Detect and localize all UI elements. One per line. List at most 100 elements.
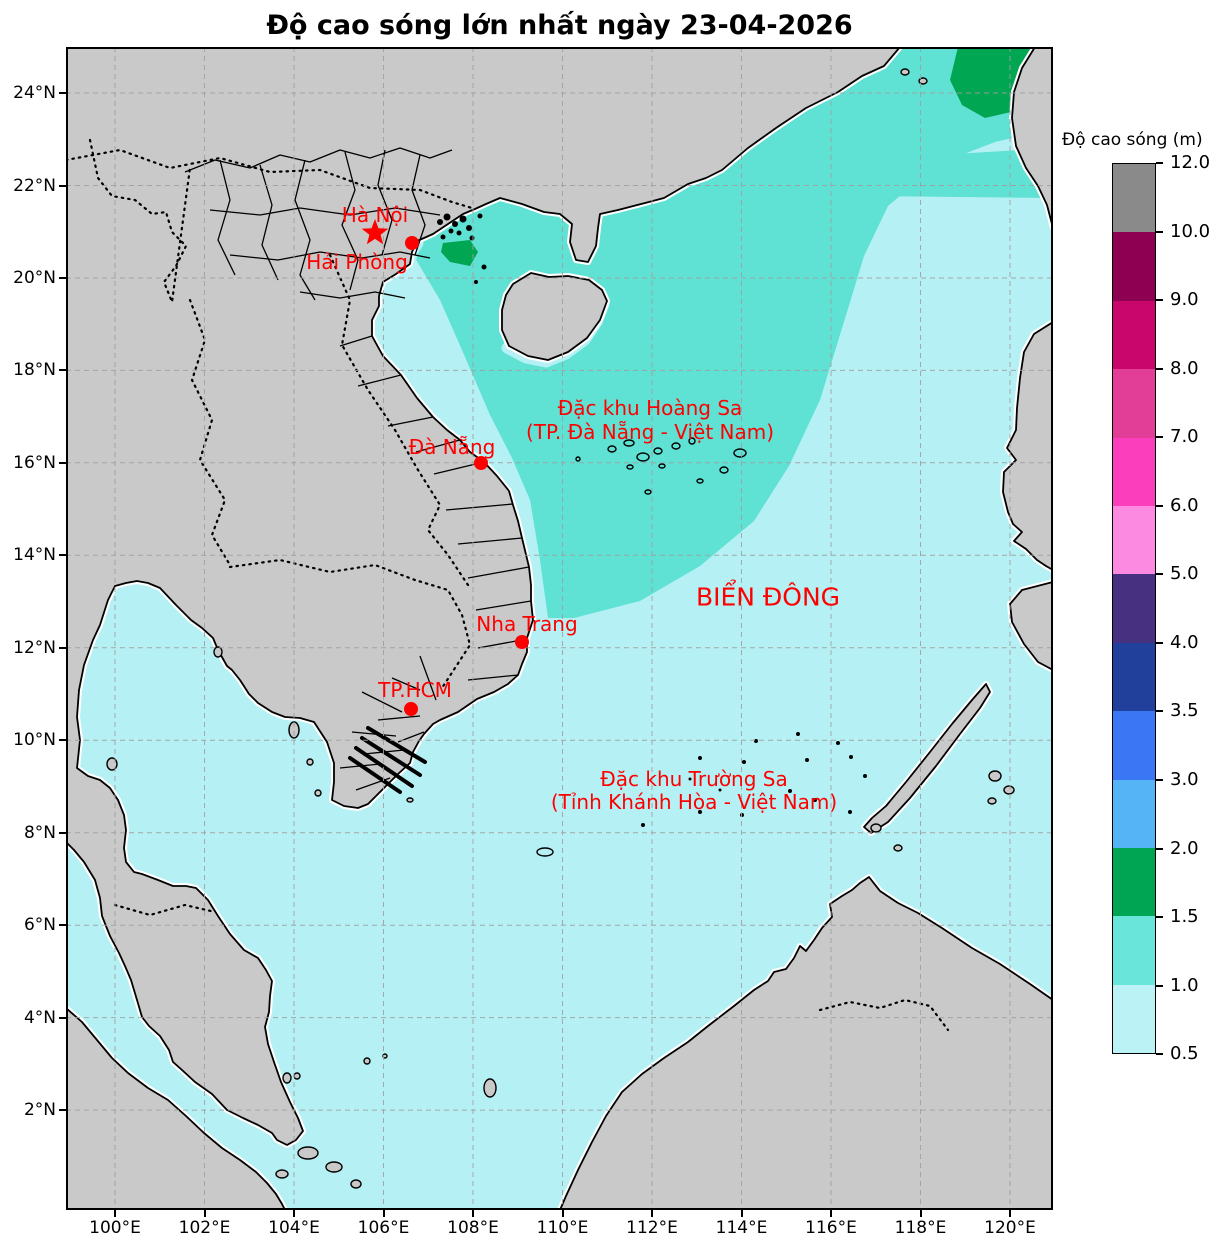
colorbar-title: Độ cao sóng (m): [1062, 130, 1203, 150]
colorbar-tick: [1156, 847, 1163, 850]
colorbar-tick: [1156, 230, 1163, 233]
x-tick: [293, 1210, 295, 1217]
y-tick: [59, 831, 66, 834]
colorbar: [1112, 163, 1156, 1054]
x-tick: [740, 1210, 743, 1217]
bien-dong-label: BIỂN ĐÔNG: [695, 582, 841, 612]
x-tick: [919, 1210, 922, 1217]
x-tick-label: 106°E: [357, 1218, 410, 1238]
colorbar-tick: [1156, 162, 1163, 164]
colorbar-tick-label: 3.0: [1170, 768, 1199, 790]
x-tick-label: 116°E: [805, 1218, 857, 1238]
x-tick: [561, 1210, 564, 1217]
x-tick: [203, 1210, 206, 1217]
x-tick-label: 100°E: [89, 1218, 141, 1238]
colorbar-tick-label: 1.0: [1170, 974, 1199, 996]
land-sumatra: [66, 1007, 286, 1210]
colorbar-tick-label: 4.0: [1170, 631, 1199, 653]
colorbar-tick: [1156, 641, 1163, 644]
gridlines: [66, 47, 1053, 1210]
land-indochina-china: [66, 47, 901, 1146]
y-tick: [59, 184, 66, 187]
y-tick: [59, 924, 66, 927]
y-tick-label: 16°N: [13, 452, 56, 473]
colorbar-tick: [1156, 299, 1163, 302]
city-label-hanoi: Hà Nội: [341, 203, 409, 227]
city-marker-tphcm: [404, 702, 418, 716]
x-tick: [472, 1210, 474, 1217]
truong-sa-label-line1: Đặc khu Trường Sa: [600, 767, 788, 791]
x-tick-label: 120°E: [984, 1218, 1036, 1238]
y-tick-label: 20°N: [13, 268, 56, 288]
hanoi-star-marker: [361, 219, 389, 245]
city-label-nhatrang: Nha Trang: [476, 612, 578, 636]
y-tick: [59, 92, 66, 94]
x-tick-label: 104°E: [268, 1218, 320, 1238]
city-label-haiphong: Hải Phòng: [306, 250, 408, 274]
colorbar-tick: [1156, 710, 1163, 713]
x-tick: [651, 1210, 653, 1217]
colorbar-tick-label: 0.5: [1170, 1043, 1199, 1064]
y-tick: [59, 739, 66, 742]
small-islands: [106, 68, 1015, 1189]
y-tick: [59, 461, 66, 464]
land-palawan: [863, 683, 991, 834]
land-hainan: [501, 272, 608, 361]
colorbar-tick: [1156, 916, 1163, 918]
colorbar-tick: [1156, 367, 1163, 370]
spratly-islets: [536, 732, 867, 857]
country-borders: [66, 138, 950, 1032]
x-tick-label: 102°E: [178, 1218, 231, 1238]
colorbar-tick-label: 5.0: [1170, 563, 1199, 585]
paracel-islets: [575, 437, 747, 495]
colorbar-tick-label: 8.0: [1170, 357, 1199, 379]
city-marker-nhatrang: [515, 635, 529, 649]
y-tick: [59, 1109, 66, 1112]
y-tick: [59, 554, 66, 557]
y-tick-label: 8°N: [23, 822, 56, 843]
land-borneo: [559, 876, 1053, 1210]
colorbar-tick: [1156, 573, 1163, 576]
colorbar-tick: [1156, 984, 1163, 987]
x-tick: [1009, 1210, 1011, 1217]
colorbar-tick-label: 6.0: [1170, 494, 1199, 516]
colorbar-tick-label: 7.0: [1170, 426, 1199, 448]
y-tick: [59, 369, 66, 372]
y-tick-label: 2°N: [23, 1100, 56, 1121]
colorbar-tick-label: 2.0: [1170, 837, 1199, 859]
map-frame: [66, 47, 1053, 1210]
y-tick-label: 14°N: [13, 545, 56, 566]
colorbar-tick-label: 10.0: [1170, 220, 1211, 242]
y-tick-label: 18°N: [13, 360, 56, 381]
x-tick-label: 114°E: [715, 1218, 768, 1238]
x-tick: [830, 1210, 832, 1217]
land-luzon: [1002, 321, 1053, 571]
x-tick: [382, 1210, 385, 1217]
x-tick: [114, 1210, 116, 1217]
x-tick-label: 108°E: [447, 1218, 499, 1238]
map-canvas: [66, 47, 1053, 1210]
colorbar-tick: [1156, 504, 1163, 507]
hoang-sa-label-line1: Đặc khu Hoàng Sa: [557, 396, 743, 420]
city-label-tphcm: TP.HCM: [378, 678, 452, 702]
colorbar-tick: [1156, 778, 1163, 781]
y-tick-label: 24°N: [13, 83, 56, 103]
y-tick: [59, 277, 66, 279]
colorbar-tick-label: 9.0: [1170, 289, 1199, 311]
hoang-sa-label-line2: (TP. Đà Nẵng - Việt Nam): [525, 420, 775, 444]
colorbar-tick: [1156, 436, 1163, 439]
colorbar-tick-label: 1.5: [1170, 906, 1199, 927]
y-tick: [59, 646, 66, 649]
city-marker-haiphong: [405, 236, 419, 250]
y-tick-label: 10°N: [13, 730, 56, 751]
y-tick-label: 6°N: [23, 915, 56, 936]
y-tick-label: 4°N: [23, 1007, 56, 1028]
land-taiwan: [1011, 47, 1053, 229]
province-borders: [184, 147, 532, 791]
y-tick: [59, 1016, 66, 1019]
x-tick-label: 112°E: [626, 1218, 678, 1238]
truong-sa-label-line2: (Tỉnh Khánh Hòa - Việt Nam): [550, 790, 838, 814]
colorbar-tick-label: 12.0: [1170, 152, 1211, 173]
halong-islets: [437, 213, 487, 284]
x-tick-label: 110°E: [536, 1218, 589, 1238]
